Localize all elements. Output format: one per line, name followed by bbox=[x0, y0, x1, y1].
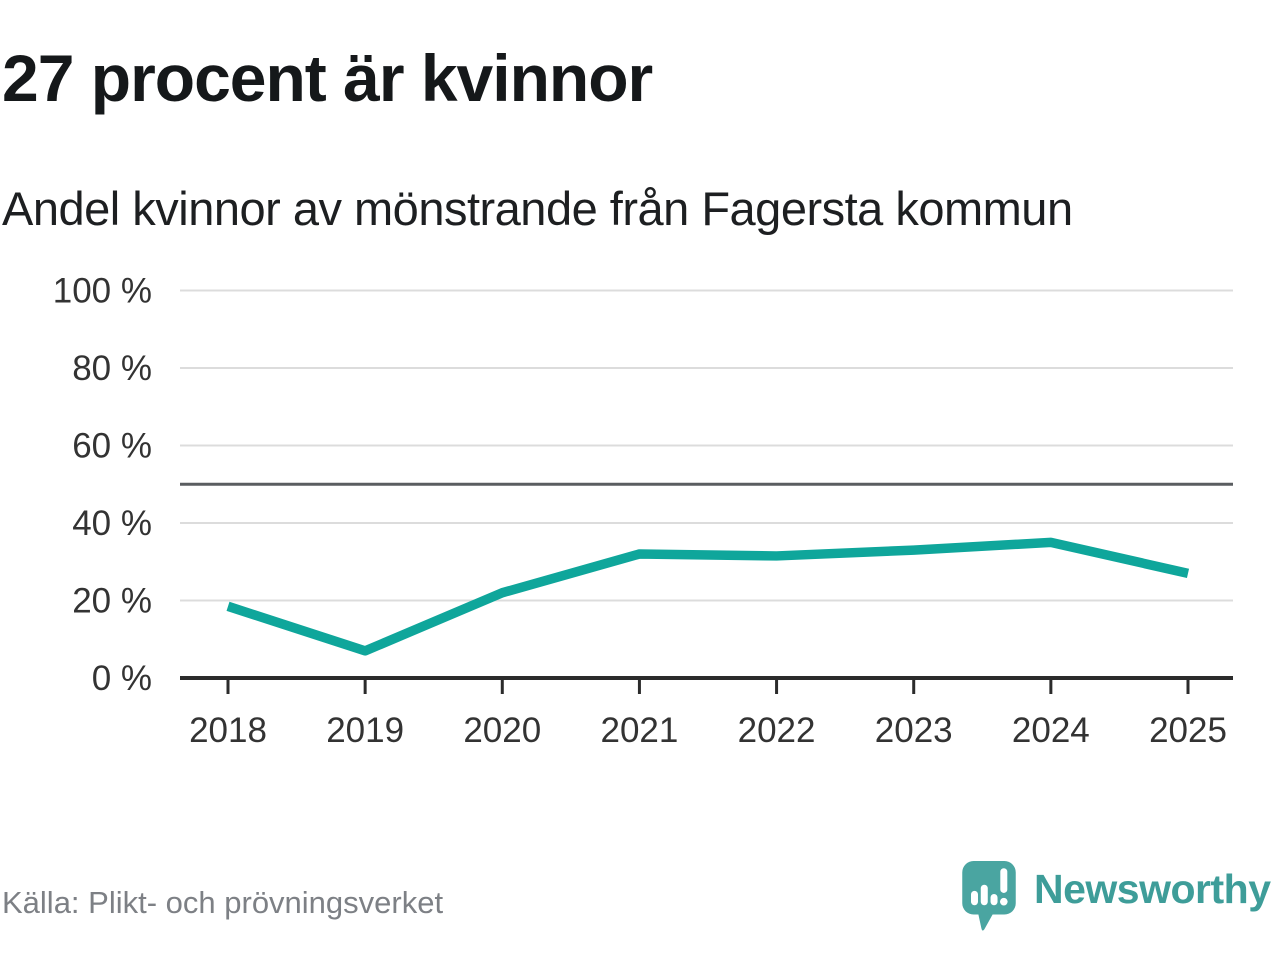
y-tick-label: 80 % bbox=[72, 349, 152, 388]
x-tick-label: 2022 bbox=[738, 711, 816, 750]
chart-title: 27 procent är kvinnor bbox=[2, 41, 653, 115]
logo-bar-2 bbox=[980, 884, 988, 906]
logo-bubble bbox=[962, 861, 1016, 931]
x-tick-label: 2018 bbox=[189, 711, 267, 750]
logo-exclamation-bar bbox=[1000, 868, 1008, 893]
x-tick-label: 2025 bbox=[1149, 711, 1227, 750]
newsworthy-brand: Newsworthy bbox=[960, 858, 1271, 932]
y-tick-label: 40 % bbox=[72, 504, 152, 543]
y-tick-label: 20 % bbox=[72, 582, 152, 621]
chart-subtitle: Andel kvinnor av mönstrande från Fagerst… bbox=[2, 182, 1073, 235]
x-tick-label: 2020 bbox=[463, 711, 541, 750]
logo-exclamation-dot bbox=[1000, 897, 1008, 906]
source-note: Källa: Plikt- och prövningsverket bbox=[2, 885, 444, 920]
data-line-andel-kvinnor bbox=[226, 537, 1190, 656]
logo-bar-3 bbox=[990, 893, 998, 906]
x-tick-label: 2021 bbox=[600, 711, 678, 750]
x-tick-label: 2023 bbox=[875, 711, 953, 750]
y-tick-label: 60 % bbox=[72, 427, 152, 466]
y-tick-label: 100 % bbox=[53, 272, 152, 311]
brand-name: Newsworthy bbox=[1034, 865, 1271, 912]
newsworthy-logo-icon bbox=[962, 861, 1016, 931]
x-tick-label: 2024 bbox=[1012, 711, 1090, 750]
y-tick-label: 0 % bbox=[92, 659, 152, 698]
x-tick-label: 2019 bbox=[326, 711, 404, 750]
logo-bar-1 bbox=[971, 890, 978, 906]
